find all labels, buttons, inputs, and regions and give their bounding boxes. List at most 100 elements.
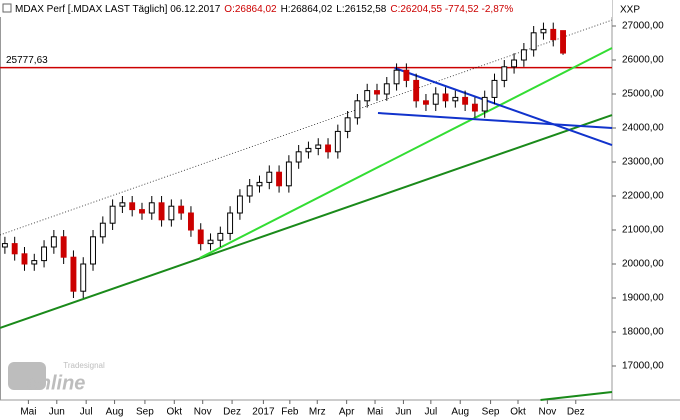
candle-body: [462, 96, 469, 105]
header-icon: [2, 3, 12, 13]
x-tick-label: Mrz: [309, 407, 326, 418]
x-tick-label: Dez: [223, 407, 241, 418]
candle-body: [511, 59, 518, 68]
y-tick-label: 19000,00: [622, 293, 664, 304]
candle-body: [168, 205, 175, 221]
x-tick-label: Nov: [538, 407, 556, 418]
candle-body: [11, 243, 18, 255]
logo-brand: Tradesignal: [63, 361, 105, 370]
candle-body: [139, 209, 145, 214]
trend-line: [0, 114, 613, 329]
x-tick-label: Nov: [194, 407, 212, 418]
candle-body: [423, 100, 429, 105]
candle-body: [158, 202, 165, 221]
x-tick-label: Feb: [281, 407, 299, 418]
candle-body: [50, 236, 57, 248]
candle-body: [207, 239, 214, 245]
candle-body: [60, 236, 67, 258]
candle-body: [452, 96, 459, 102]
trend-line: [0, 19, 613, 236]
candle-body: [540, 28, 547, 34]
candle-body: [276, 171, 283, 187]
logo-badge: [8, 362, 46, 390]
candle-body: [432, 93, 439, 105]
candle-body: [374, 90, 380, 95]
candle-body: [344, 117, 351, 132]
x-tick-label: Sep: [136, 407, 154, 418]
header-bg: [0, 0, 612, 17]
x-tick-label: Dez: [567, 407, 585, 418]
candle-body: [305, 147, 312, 153]
candle-body: [501, 66, 508, 81]
logo: online Tradesignal: [8, 361, 105, 394]
scale-label: XXP: [620, 5, 640, 16]
x-tick-label: Okt: [167, 407, 183, 418]
candle-body: [21, 253, 28, 265]
x-tick-label: Sep: [482, 407, 500, 418]
candle-body: [325, 144, 331, 153]
candle-body: [393, 69, 400, 85]
y-tick-label: 22000,00: [622, 191, 664, 202]
candle-body: [560, 30, 566, 54]
candle-body: [236, 195, 243, 214]
y-tick-label: 18000,00: [622, 327, 664, 338]
y-tick-label: 21000,00: [622, 225, 664, 236]
candle-body: [197, 229, 204, 245]
candle-body: [80, 263, 87, 292]
y-tick-label: 23000,00: [622, 157, 664, 168]
candle-body: [383, 83, 390, 95]
candle-body: [99, 222, 106, 238]
candle-body: [148, 202, 155, 214]
candle-body: [246, 185, 253, 197]
candle-body: [403, 69, 410, 81]
x-tick-label: Okt: [510, 407, 526, 418]
y-tick-label: 26000,00: [622, 55, 664, 66]
candle-body: [530, 32, 537, 51]
x-tick-label: Jun: [49, 407, 65, 418]
x-tick-label: Jul: [424, 407, 437, 418]
candle-body: [334, 130, 341, 153]
candle-body: [471, 103, 478, 112]
candle-body: [285, 161, 292, 187]
candle-body: [550, 28, 557, 41]
candle-body: [119, 202, 126, 207]
x-tick-label: Aug: [106, 407, 124, 418]
x-tick-label: Mai: [20, 407, 36, 418]
y-tick-label: 20000,00: [622, 259, 664, 270]
candle-body: [520, 49, 527, 61]
header-open: O:26864,02: [224, 4, 277, 15]
header-instrument: MDAX Perf [.MDAX LAST Täglich] 06.12.201…: [15, 4, 221, 15]
candle-body: [481, 96, 488, 112]
candle-body: [442, 93, 449, 102]
candle-body: [315, 144, 322, 149]
trend-line: [377, 112, 613, 130]
x-tick-label: Apr: [339, 407, 355, 418]
y-tick-label: 17000,00: [622, 361, 664, 372]
candle-body: [109, 205, 116, 224]
header-high: H:26864,02: [281, 4, 333, 15]
x-tick-label: Mai: [367, 407, 383, 418]
candle-body: [256, 181, 263, 187]
x-tick-label: Jul: [80, 407, 93, 418]
candle-body: [1, 243, 8, 248]
y-tick-label: 25000,00: [622, 89, 664, 100]
candle-body: [70, 256, 77, 292]
candle-body: [129, 202, 136, 211]
trend-line: [394, 67, 613, 146]
header-instrument: MDAX Perf [.MDAX LAST Täglich] 06.12.201…: [15, 4, 513, 15]
candle-body: [90, 236, 96, 265]
x-tick-label: 2017: [252, 407, 275, 418]
x-tick-label: Aug: [451, 407, 469, 418]
x-tick-label: Jun: [395, 407, 411, 418]
candle-body: [31, 260, 38, 265]
candle-body: [266, 171, 273, 183]
logo-name: online: [27, 372, 86, 394]
y-tick-label: 24000,00: [622, 123, 664, 134]
candle-body: [491, 79, 498, 98]
candle-body: [217, 232, 224, 241]
trend-line: [199, 47, 613, 259]
header-low: L:26152,58: [336, 4, 386, 15]
candle-body: [187, 212, 194, 231]
y-tick-label: 27000,00: [622, 21, 664, 32]
